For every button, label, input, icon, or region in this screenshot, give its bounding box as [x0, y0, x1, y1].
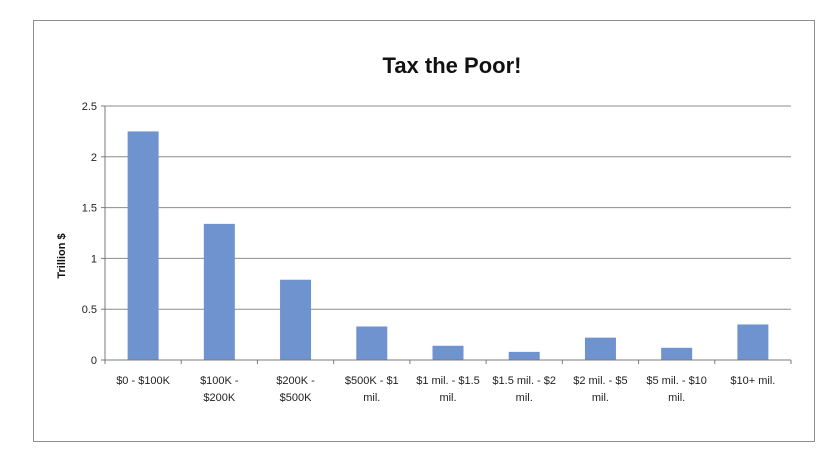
axes [101, 105, 792, 364]
x-tick-label-line: $0 - $100K [116, 375, 170, 387]
bar [661, 347, 693, 360]
x-tick-label-line: mil. [668, 392, 685, 404]
x-tick-label: $10+ mil. [730, 375, 775, 387]
bar [584, 337, 616, 360]
bar [737, 324, 769, 360]
x-tick-label-line: $200K - [276, 375, 315, 387]
y-tick-label: 1 [91, 253, 97, 265]
y-tick-label: 1.5 [82, 203, 97, 215]
bar [280, 279, 312, 360]
x-tick-label-line: $10+ mil. [730, 375, 775, 387]
x-tick-label-line: $500K - $1 [345, 375, 399, 387]
x-tick-labels: $0 - $100K $100K - $200K $200K - $500K $500K … [116, 375, 775, 404]
y-tick-labels: 0 0.5 1 1.5 2 2.5 [82, 101, 97, 367]
x-tick-label-line: $200K [203, 392, 235, 404]
bar [127, 131, 159, 360]
x-tick-label: $500K - $1 mil. [345, 375, 399, 404]
x-tick-label-line: $1 mil. - $1.5 [416, 375, 480, 387]
x-tick-label-line: mil. [516, 392, 533, 404]
x-tick-label-line: $5 mil. - $10 [646, 375, 707, 387]
x-tick-label: $1.5 mil. - $2 mil. [492, 375, 556, 404]
bar [356, 326, 388, 360]
bars [127, 131, 769, 360]
x-tick-label-line: $100K - [200, 375, 239, 387]
y-axis-label: Trillion $ [56, 233, 68, 278]
x-tick-label: $5 mil. - $10 mil. [646, 375, 707, 404]
x-tick-label-line: mil. [592, 392, 609, 404]
y-tick-label: 0.5 [82, 304, 97, 316]
bar [432, 345, 464, 360]
bar [203, 223, 235, 360]
x-tick-label-line: $500K [280, 392, 312, 404]
x-tick-label: $200K - $500K [276, 375, 315, 404]
x-tick-label: $0 - $100K [116, 375, 170, 387]
bar [508, 351, 540, 360]
x-tick-label-line: mil. [363, 392, 380, 404]
y-tick-label: 2 [91, 152, 97, 164]
x-tick-label-line: mil. [439, 392, 456, 404]
x-tick-label-line: $1.5 mil. - $2 [492, 375, 556, 387]
y-tick-label: 2.5 [82, 101, 97, 113]
y-tick-label: 0 [91, 355, 97, 367]
x-tick-label: $100K - $200K [200, 375, 239, 404]
chart-title: Tax the Poor! [383, 53, 522, 78]
x-tick-label-line: $2 mil. - $5 [573, 375, 627, 387]
chart-frame: Tax the Poor! Trillion $ 0 0.5 1 1.5 2 2.5 $0… [33, 20, 815, 442]
x-tick-label: $1 mil. - $1.5 mil. [416, 375, 480, 404]
chart-svg: Tax the Poor! Trillion $ 0 0.5 1 1.5 2 2.5 $0… [56, 53, 792, 404]
x-tick-label: $2 mil. - $5 mil. [573, 375, 627, 404]
